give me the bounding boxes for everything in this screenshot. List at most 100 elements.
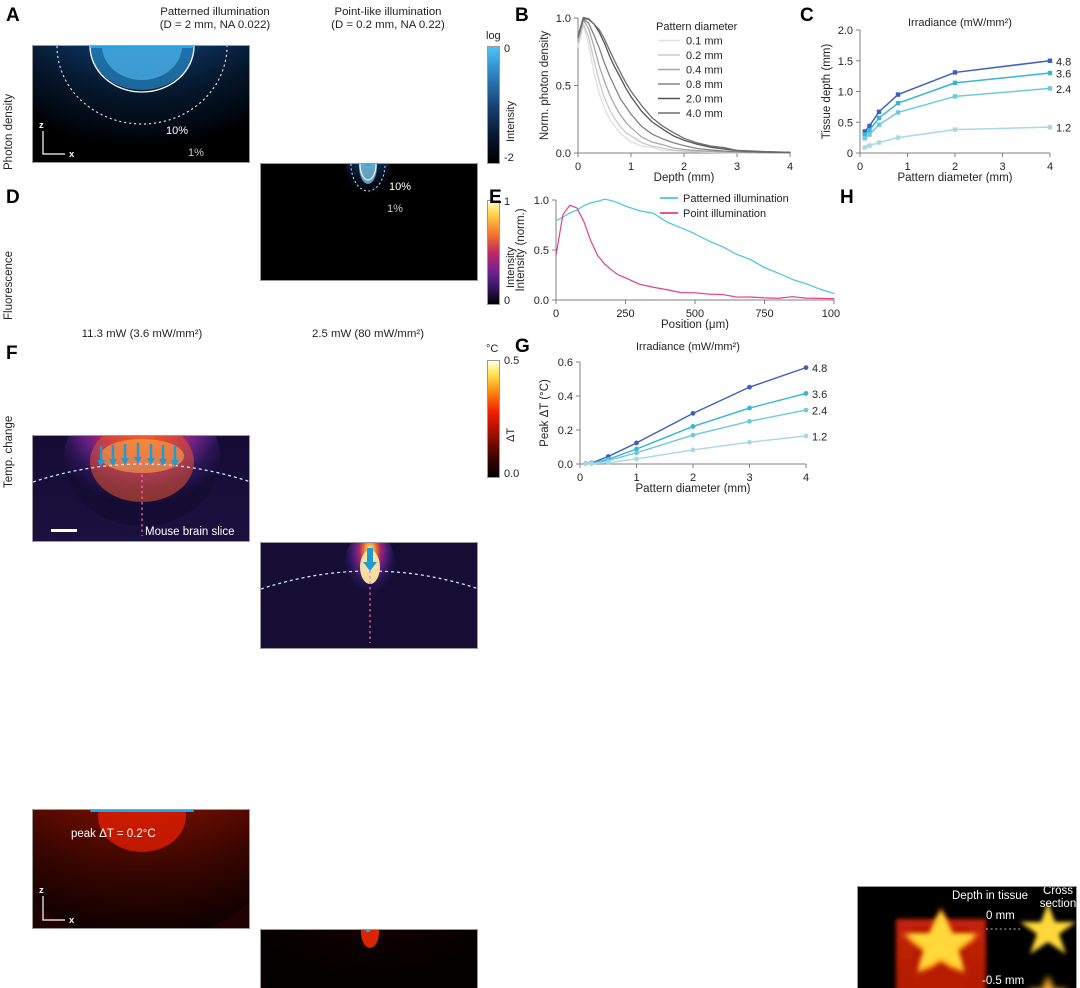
x-tick-label: 2 (952, 161, 958, 173)
legend-label: Patterned illumination (683, 193, 789, 205)
data-point (634, 456, 639, 462)
legend-title: Irradiance (mW/mm²) (636, 341, 740, 353)
data-point (583, 461, 589, 467)
panel-a-left-contour-1-label: 1% (188, 147, 204, 159)
data-point (634, 440, 639, 446)
data-point (803, 391, 809, 396)
y-tick-label: 0.0 (558, 459, 573, 471)
panel-c-chart: 0 0.5 1.0 1.5 2.0 0 1 2 3 4 Pattern diameter (mm) T… (820, 8, 1078, 183)
data-point (876, 140, 882, 145)
panel-d-sample-label-text: Mouse brain slice (145, 526, 234, 538)
data-point (803, 433, 809, 439)
x-tick-label: 0 (575, 161, 581, 173)
x-tick-label: 250 (616, 308, 634, 320)
panel-f-colorbar-bottom-tick: 0.0 (504, 468, 520, 480)
data-point (876, 109, 882, 114)
panel-h-cross-header-line2: section (1039, 897, 1077, 910)
svg-text:z: z (39, 885, 44, 896)
panel-d-colorbar-gradient (487, 200, 500, 305)
x-tick-label: 4 (1047, 161, 1053, 173)
y-tick-label: 2.0 (838, 25, 853, 37)
data-point (867, 123, 872, 129)
panel-letter-h: H (840, 187, 854, 208)
x-tick-label: 3 (746, 472, 752, 484)
panel-f-colorbar: °C 0.5 0.0 ΔT (486, 343, 536, 483)
panel-letter-g: G (515, 336, 530, 357)
x-tick-label: 1 (628, 161, 634, 173)
data-point (867, 132, 872, 137)
y-tick-label: 1.0 (556, 13, 571, 25)
series-line (584, 435, 807, 465)
panel-d-colorbar-bottom-tick: 0 (504, 295, 511, 307)
legend-label: 2.0 mm (686, 94, 723, 106)
legend-label: 0.4 mm (686, 65, 723, 77)
panel-f-colorbar-top-tick: 0.5 (504, 355, 520, 367)
panel-a-row-label: Photon density (3, 93, 15, 170)
series-line (864, 72, 1051, 136)
series-line (577, 16, 791, 153)
panel-h-depth-header: Depth in tissue (952, 890, 1029, 902)
x-tick-label: 2 (690, 472, 696, 484)
panel-d-left-image: Mouse brain slice (32, 435, 250, 542)
x-tick-label: 1 (904, 161, 910, 173)
data-point (747, 439, 752, 445)
data-point (867, 143, 872, 148)
y-tick-label: 0.5 (838, 117, 853, 129)
data-point (803, 365, 809, 371)
x-axis-title: Depth (mm) (654, 172, 715, 183)
series-line (577, 18, 791, 154)
panel-a-left-image: 10% 1% z x (32, 45, 250, 163)
panel-f-left-title: 11.3 mW (3.6 mW/mm²) (81, 328, 203, 340)
series-line (577, 19, 791, 154)
x-axis-title: Pattern diameter (mm) (635, 483, 750, 494)
panel-a-left-title-line1: Patterned illumination (160, 6, 270, 18)
panel-f-right-image (260, 929, 478, 988)
panel-letter-f: F (6, 343, 18, 364)
data-point (690, 447, 696, 453)
panel-h-cross-header: Cross section (1036, 887, 1077, 911)
x-tick-label: 3 (999, 161, 1005, 173)
x-tick-label: 2 (681, 161, 687, 173)
y-tick-label: 0.4 (558, 391, 573, 403)
series-line (577, 17, 791, 154)
panel-d-colorbar-top-tick: 1 (504, 196, 511, 208)
series-end-label: 1.2 (812, 431, 827, 443)
y-tick-label: 0.5 (534, 245, 549, 257)
svg-text:z: z (39, 120, 44, 131)
data-point (867, 128, 872, 133)
y-tick-label: 0.6 (558, 357, 573, 369)
data-point (588, 461, 594, 467)
data-point (876, 115, 882, 121)
panel-a-right-beam (360, 164, 376, 166)
data-point (747, 405, 752, 411)
panel-h-depth-label-1: -0.5 mm (982, 975, 1025, 987)
panel-letter-b: B (515, 5, 529, 26)
panel-h-depth-label-0: 0 mm (986, 910, 1015, 922)
data-point (803, 407, 809, 413)
panel-a-right-title-line1: Point-like illumination (334, 6, 442, 18)
data-point (634, 446, 639, 452)
panel-f-left-image: z x peak ΔT = 0.2°C (32, 809, 250, 929)
x-tick-label: 0 (553, 308, 559, 320)
x-tick-label: 500 (686, 308, 704, 320)
legend-label: 4.0 mm (686, 108, 723, 120)
svg-text:1%: 1% (387, 203, 403, 215)
panel-f-colorbar-axis-label: ΔT (505, 427, 517, 442)
panel-a-left-title: Patterned illumination (D = 2 mm, NA 0.0… (75, 6, 355, 32)
y-tick-label: 1.0 (534, 195, 549, 207)
data-point (895, 100, 901, 106)
panel-a-right-title-line2: (D = 0.2 mm, NA 0.22) (331, 19, 445, 32)
panel-f-annotation-text: peak ΔT = 0.2°C (71, 828, 156, 840)
data-point (862, 136, 867, 141)
panel-letter-d: D (6, 187, 20, 208)
legend-label: Point illumination (683, 208, 766, 220)
series-line (584, 392, 807, 465)
x-tick-label: 1 (633, 472, 639, 484)
panel-e-chart: 0.0 0.5 1.0 0 250 500 750 1000 Position (μm) Inte… (510, 190, 840, 330)
legend-label: 0.1 mm (686, 36, 723, 48)
x-axis-title: Position (μm) (661, 319, 729, 330)
y-axis-title: Peak ΔT (°C) (539, 379, 551, 447)
panel-a-colorbar-axis-label: Intensity (505, 101, 517, 142)
series-end-label: 2.4 (812, 406, 827, 418)
panel-a-right-image: 10% 1% (260, 163, 478, 281)
